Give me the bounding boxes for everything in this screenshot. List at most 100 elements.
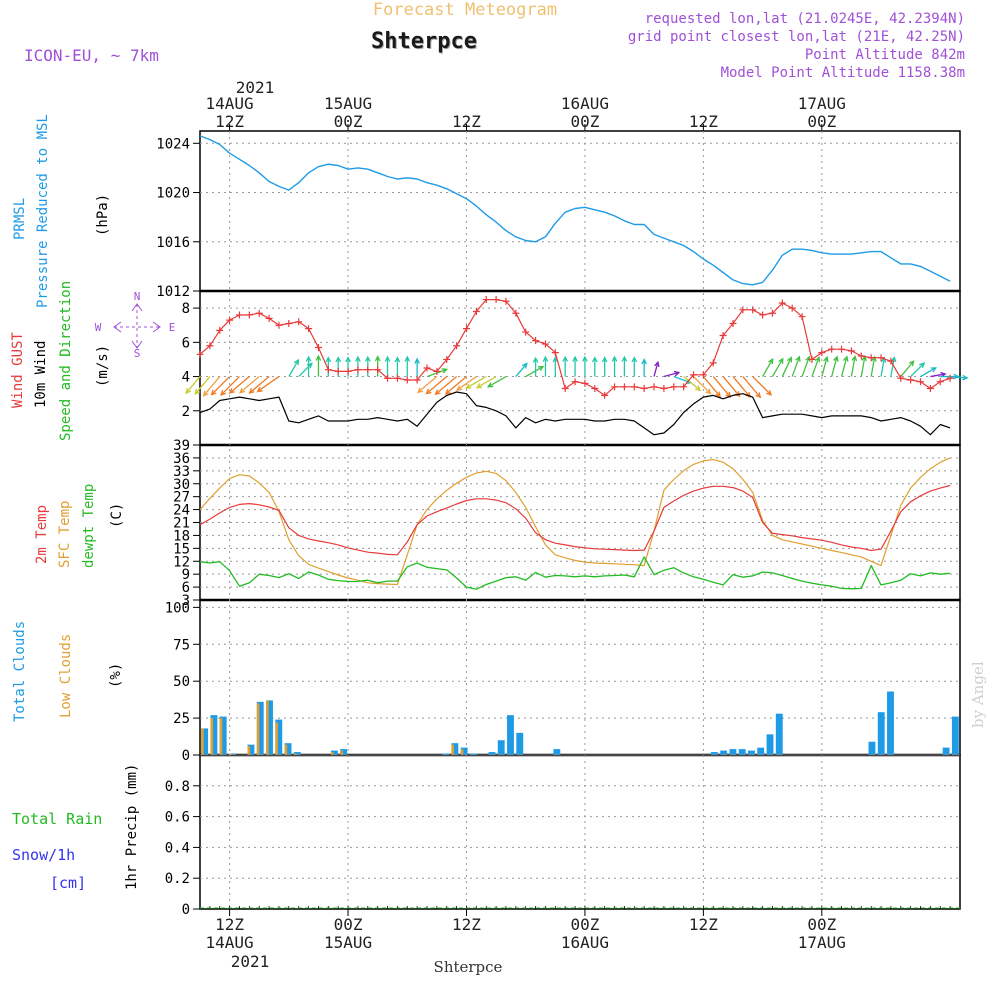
snow-label: Snow/1h [12, 846, 75, 864]
wind-unit: (m/s) [95, 345, 111, 387]
wind-arrow [220, 376, 240, 396]
total-clouds-bar [757, 747, 765, 755]
y-tick-label: 6 [182, 580, 190, 596]
wind-gust-marker [620, 383, 628, 391]
wind-arrow [249, 376, 270, 394]
wind-arrow [910, 362, 925, 378]
wind-gust-marker [630, 383, 638, 391]
wind-arrow-head [611, 355, 618, 362]
y-tick-label: 1020 [156, 186, 190, 202]
wind-arrow [900, 360, 915, 377]
y-tick-label: 36 [173, 451, 190, 467]
wind-arrow [890, 357, 895, 377]
wind-arrow-head [930, 367, 937, 373]
y-tick-label: 9 [182, 567, 190, 583]
y-tick-label: 6 [182, 335, 190, 351]
compass-south: S [134, 347, 141, 360]
wind-arrow [702, 376, 721, 397]
watermark: by Angel [969, 661, 987, 728]
wind-arrow-head [786, 356, 793, 363]
axis-ticks: 1012101610201024246836912151821242730333… [156, 124, 961, 918]
y-tick-label: 75 [173, 637, 190, 653]
wind-arrow [781, 357, 792, 377]
low-clouds-bar [330, 752, 334, 755]
total-clouds-bar [710, 752, 718, 755]
wind-arrow [185, 376, 201, 394]
temp-2m-line [199, 484, 951, 556]
wind-gust-marker [601, 391, 609, 399]
wind-gust-marker [640, 385, 648, 393]
wind-gust-marker [808, 355, 816, 363]
wind-arrow [683, 376, 701, 391]
location-title: Shterpce [371, 29, 477, 54]
wind-arrow [456, 376, 477, 391]
wind-gust-marker [946, 374, 954, 382]
wind-gust-marker [285, 320, 293, 328]
bottom-time-label: 00Z [807, 915, 836, 934]
wind-gust-marker [778, 299, 786, 307]
wind-gust-marker [443, 355, 451, 363]
model-altitude: Model Point Altitude 1158.38m [721, 65, 965, 81]
total-clouds-bar [720, 750, 728, 755]
pressure-unit: (hPa) [95, 194, 111, 236]
wind-arrow-head [908, 360, 915, 367]
wind-arrow-head [202, 390, 209, 397]
wind-gust-marker [670, 383, 678, 391]
grid-lines [200, 131, 960, 909]
wind-gust-marker [749, 306, 757, 314]
wind-gust-label: Wind GUST [10, 332, 26, 408]
pressure-panel [199, 130, 961, 292]
wind-arrow-head [591, 356, 598, 363]
precip-panel [199, 754, 961, 910]
wind-direction-label: Speed and Direction [58, 281, 74, 441]
dewpoint-line [199, 556, 951, 590]
wind-arrow-head [768, 357, 774, 365]
wind-arrow [257, 376, 280, 393]
wind-gust-marker [344, 367, 352, 375]
wind-arrow-head [962, 374, 969, 381]
wind-arrow-head [374, 355, 381, 362]
wind-gust-marker [334, 367, 342, 375]
wind-gust-marker [206, 342, 214, 350]
wind-gust-marker [936, 378, 944, 386]
total-clouds-bar [201, 728, 209, 755]
wind-arrow [801, 356, 810, 377]
low-clouds-label: Low Clouds [58, 634, 74, 718]
total-clouds-bar [951, 716, 959, 755]
wind-gust-marker [847, 347, 855, 355]
total-clouds-bar [266, 700, 273, 755]
wind-arrow-head [315, 354, 322, 361]
wind-arrow-head [871, 355, 877, 362]
wind-arrow [426, 376, 448, 395]
bottom-time-label: 12Z [452, 915, 481, 934]
wind-gust-marker [433, 367, 441, 375]
wind-arrow [840, 356, 848, 377]
sfc-temp-line [199, 457, 951, 586]
wind-arrow-head [248, 388, 255, 394]
cloud-unit: (%) [108, 663, 124, 688]
wind-arrow [476, 375, 497, 389]
y-tick-label: 21 [173, 516, 190, 532]
bottom-time-label: 00Z [334, 915, 363, 934]
wind-gust-marker [907, 376, 915, 384]
wind-gust-marker [818, 349, 826, 357]
wind-arrow [752, 376, 772, 396]
compass-icon: N S W E [95, 290, 176, 360]
wind-gust-marker [462, 325, 470, 333]
wind-gust-marker [828, 345, 836, 353]
pressure-label-msl: Pressure Reduced to MSL [35, 114, 51, 308]
top-time-label: 00Z [570, 112, 599, 131]
wind-gust-marker [650, 383, 658, 391]
wind-arrow-head [705, 388, 712, 395]
total-clouds-bar [219, 716, 227, 755]
wind-arrow [742, 376, 761, 398]
wind-arrow-head [755, 392, 762, 399]
total-clouds-bar [729, 749, 737, 755]
wind-gust-marker [788, 304, 796, 312]
low-clouds-bar [210, 718, 214, 755]
y-tick-label: 0.6 [165, 810, 190, 826]
wind-gust-marker [838, 345, 846, 353]
low-clouds-bar [340, 750, 343, 755]
total-clouds-bar [275, 719, 283, 755]
